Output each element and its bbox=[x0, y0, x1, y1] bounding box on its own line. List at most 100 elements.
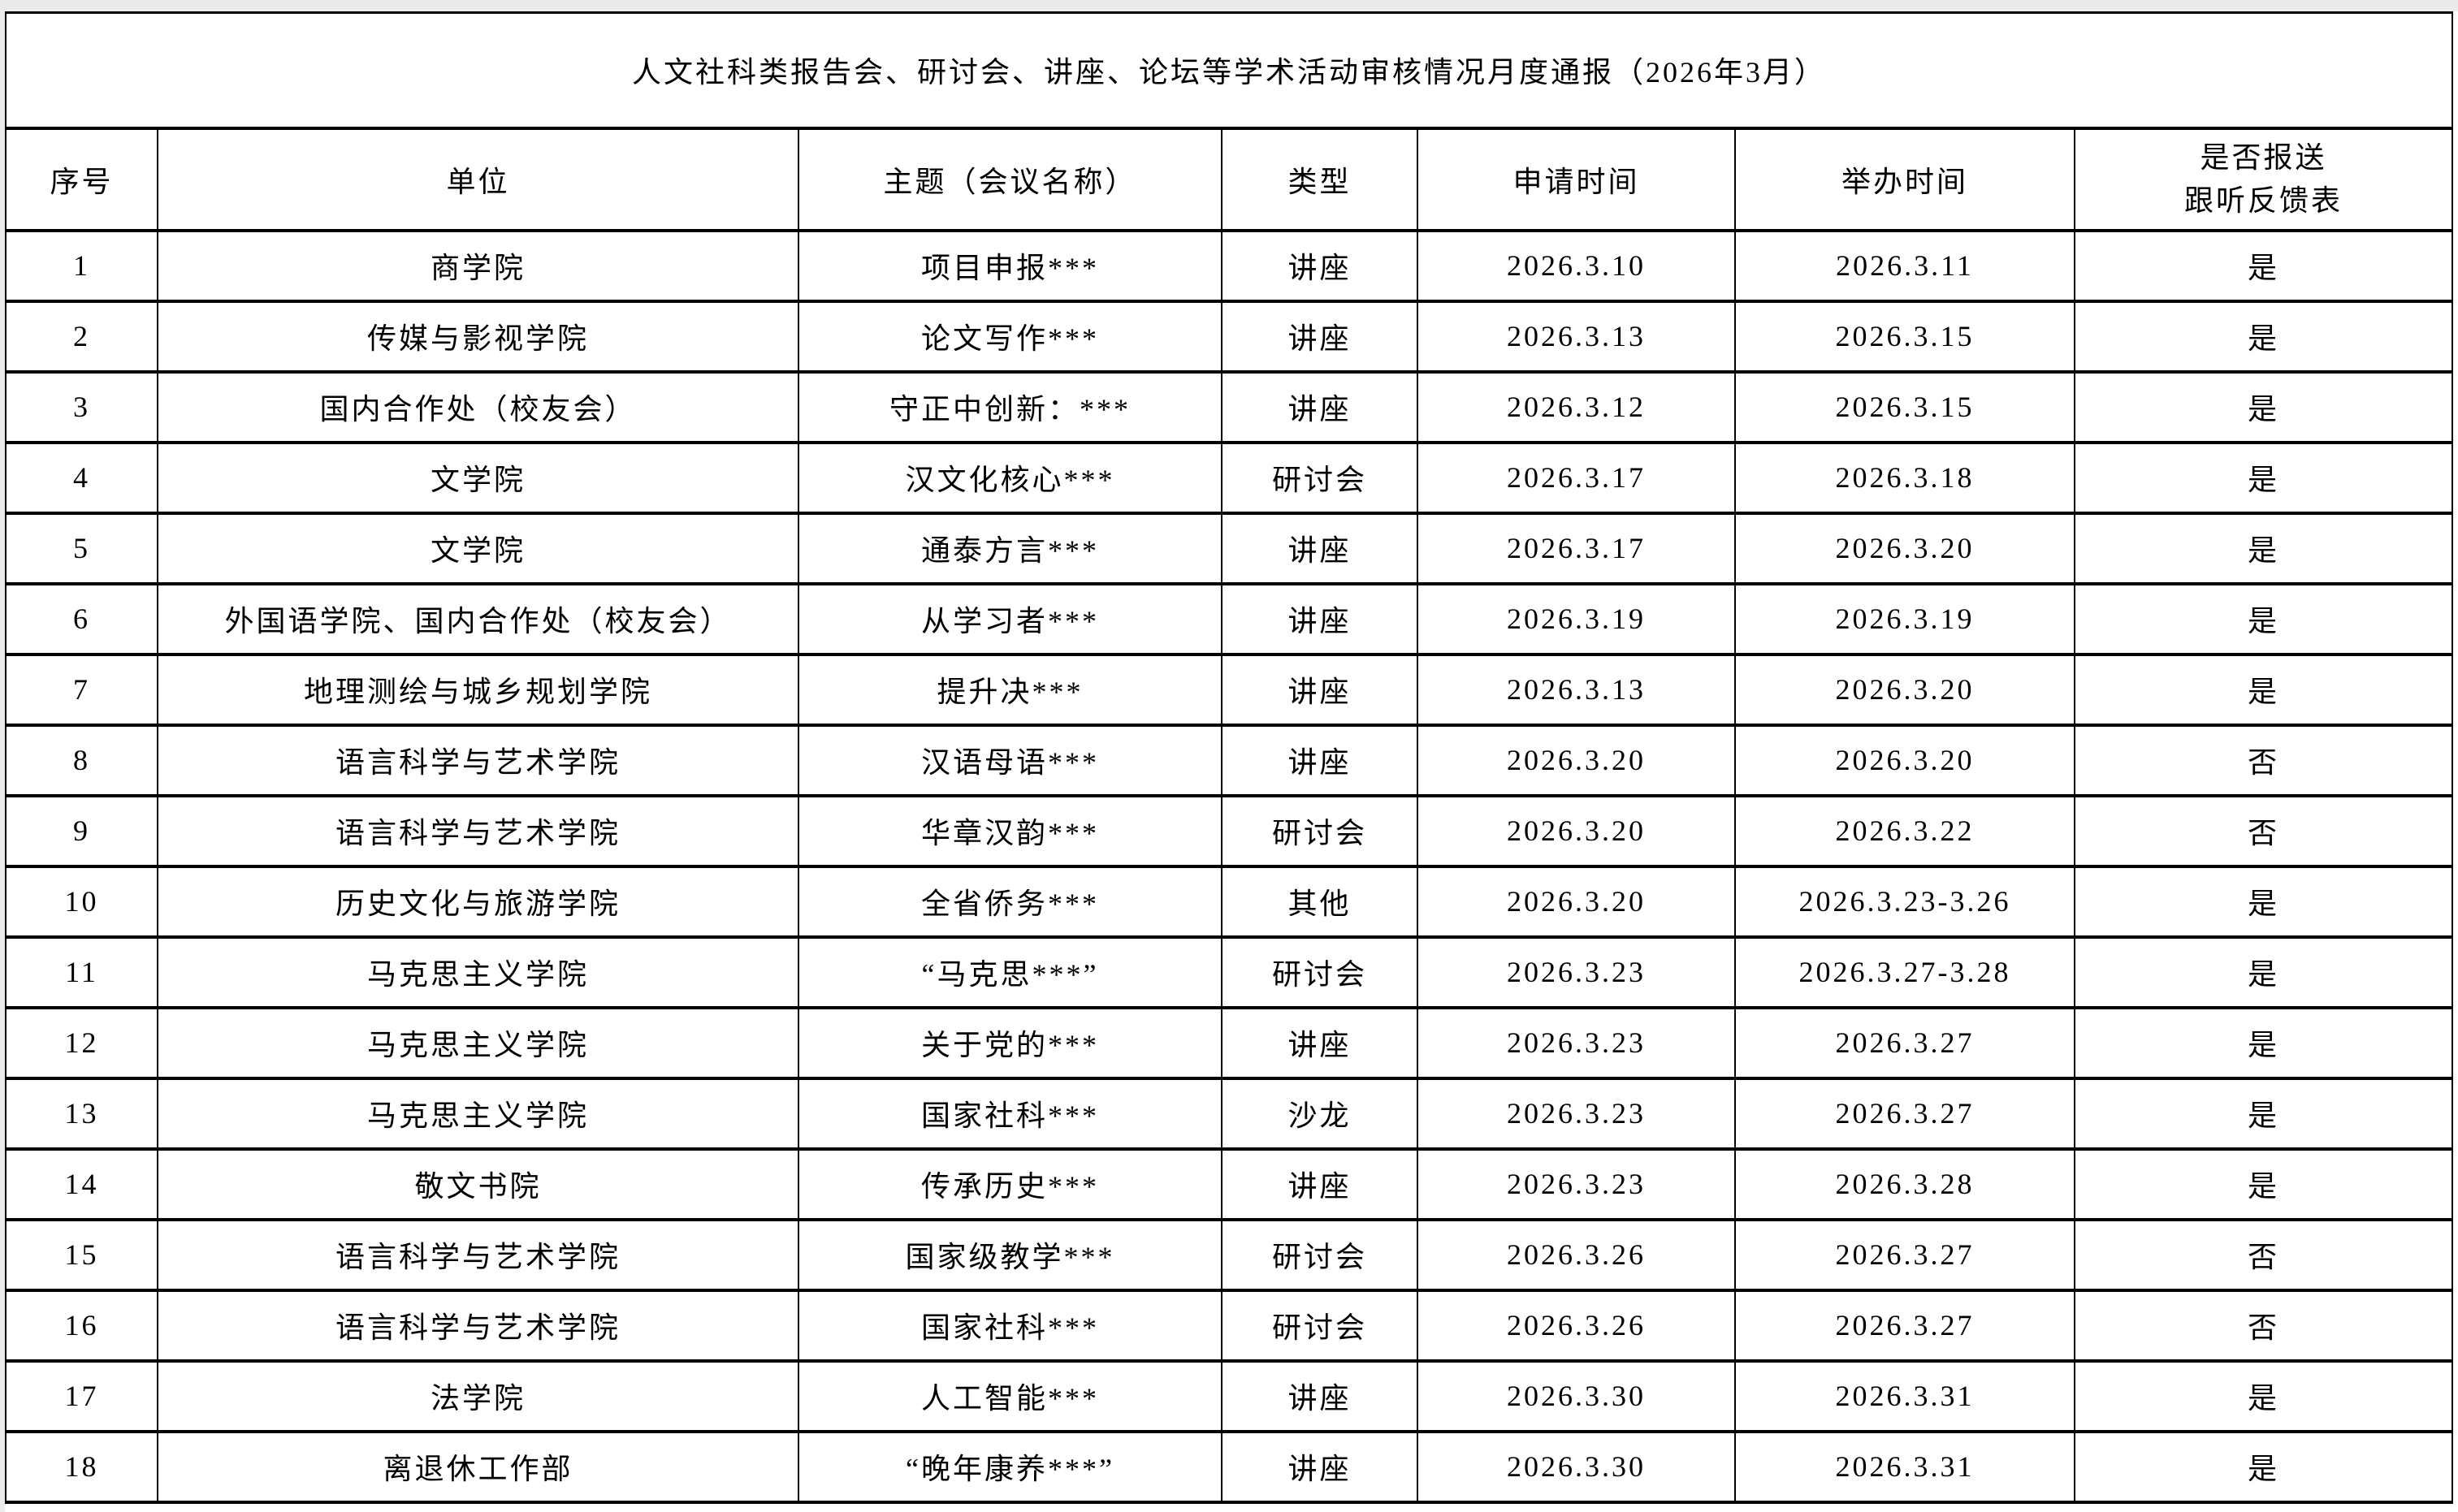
cell-index: 9 bbox=[5, 793, 158, 868]
table-row: 16 语言科学与艺术学院 国家社科*** 研讨会 2026.3.26 2026.3.27 否 bbox=[5, 1288, 2454, 1363]
cell-topic: 华章汉韵*** bbox=[798, 793, 1223, 868]
cell-apply-date: 2026.3.30 bbox=[1417, 1429, 1736, 1504]
cell-type: 讲座 bbox=[1221, 1429, 1418, 1504]
column-header-topic: 主题（会议名称） bbox=[798, 126, 1223, 232]
cell-index: 4 bbox=[5, 440, 158, 515]
table-row: 15 语言科学与艺术学院 国家级教学*** 研讨会 2026.3.26 2026.3.27… bbox=[5, 1217, 2454, 1292]
table-row: 9 语言科学与艺术学院 华章汉韵*** 研讨会 2026.3.20 2026.3.22 否 bbox=[5, 793, 2454, 868]
cell-hold-date: 2026.3.31 bbox=[1734, 1429, 2075, 1504]
table-row: 14 敬文书院 传承历史*** 讲座 2026.3.23 2026.3.28 是 bbox=[5, 1147, 2454, 1221]
cell-index: 8 bbox=[5, 723, 158, 797]
cell-unit: 文学院 bbox=[157, 511, 799, 585]
cell-hold-date: 2026.3.18 bbox=[1734, 440, 2075, 515]
cell-apply-date: 2026.3.19 bbox=[1417, 581, 1736, 656]
cell-apply-date: 2026.3.23 bbox=[1417, 935, 1736, 1009]
table-body: 1 商学院 项目申报*** 讲座 2026.3.10 2026.3.11 是 2 传媒与影视学院… bbox=[5, 228, 2454, 1504]
cell-index: 7 bbox=[5, 652, 158, 727]
cell-unit: 语言科学与艺术学院 bbox=[157, 1217, 799, 1292]
cell-type: 讲座 bbox=[1221, 299, 1418, 374]
title-row: 人文社科类报告会、研讨会、讲座、论坛等学术活动审核情况月度通报（2026年3月） bbox=[4, 11, 2454, 130]
table-row: 3 国内合作处（校友会） 守正中创新：*** 讲座 2026.3.12 2026.3.15… bbox=[5, 369, 2454, 444]
cell-hold-date: 2026.3.27 bbox=[1734, 1076, 2075, 1151]
cell-apply-date: 2026.3.13 bbox=[1417, 652, 1736, 727]
cell-index: 16 bbox=[5, 1288, 158, 1363]
cell-feedback: 否 bbox=[2073, 1288, 2454, 1363]
cell-apply-date: 2026.3.23 bbox=[1417, 1005, 1736, 1080]
cell-feedback: 是 bbox=[2073, 581, 2454, 656]
cell-apply-date: 2026.3.30 bbox=[1417, 1359, 1736, 1433]
cell-apply-date: 2026.3.26 bbox=[1417, 1288, 1736, 1363]
table-row: 11 马克思主义学院 “马克思***” 研讨会 2026.3.23 2026.3.27-3… bbox=[5, 935, 2454, 1009]
cell-hold-date: 2026.3.23-3.26 bbox=[1734, 864, 2075, 939]
cell-index: 6 bbox=[5, 581, 158, 656]
cell-unit: 马克思主义学院 bbox=[157, 935, 799, 1009]
cell-unit: 传媒与影视学院 bbox=[157, 299, 799, 374]
cell-apply-date: 2026.3.20 bbox=[1417, 793, 1736, 868]
cell-topic: 国家级教学*** bbox=[798, 1217, 1223, 1292]
table-row: 2 传媒与影视学院 论文写作*** 讲座 2026.3.13 2026.3.15 是 bbox=[5, 299, 2454, 374]
cell-hold-date: 2026.3.27 bbox=[1734, 1288, 2075, 1363]
cell-topic: 提升决*** bbox=[798, 652, 1223, 727]
cell-topic: 汉文化核心*** bbox=[798, 440, 1223, 515]
cell-apply-date: 2026.3.20 bbox=[1417, 723, 1736, 797]
column-header-unit: 单位 bbox=[157, 126, 799, 232]
cell-type: 研讨会 bbox=[1221, 440, 1418, 515]
cell-feedback: 否 bbox=[2073, 1217, 2454, 1292]
cell-feedback: 是 bbox=[2073, 1359, 2454, 1433]
cell-type: 沙龙 bbox=[1221, 1076, 1418, 1151]
cell-type: 讲座 bbox=[1221, 228, 1418, 303]
cell-hold-date: 2026.3.27 bbox=[1734, 1005, 2075, 1080]
cell-type: 讲座 bbox=[1221, 1359, 1418, 1433]
cell-feedback: 是 bbox=[2073, 1147, 2454, 1221]
cell-apply-date: 2026.3.20 bbox=[1417, 864, 1736, 939]
cell-index: 2 bbox=[5, 299, 158, 374]
cell-hold-date: 2026.3.20 bbox=[1734, 652, 2075, 727]
cell-unit: 马克思主义学院 bbox=[157, 1005, 799, 1080]
cell-topic: 关于党的*** bbox=[798, 1005, 1223, 1080]
table-row: 8 语言科学与艺术学院 汉语母语*** 讲座 2026.3.20 2026.3.20 否 bbox=[5, 723, 2454, 797]
cell-apply-date: 2026.3.23 bbox=[1417, 1147, 1736, 1221]
cell-type: 讲座 bbox=[1221, 511, 1418, 585]
cell-topic: “马克思***” bbox=[798, 935, 1223, 1009]
cell-feedback: 是 bbox=[2073, 228, 2454, 303]
cell-feedback: 是 bbox=[2073, 1005, 2454, 1080]
column-header-type: 类型 bbox=[1221, 126, 1418, 232]
column-header-index: 序号 bbox=[5, 126, 158, 232]
cell-index: 1 bbox=[5, 228, 158, 303]
cell-topic: 守正中创新：*** bbox=[798, 369, 1223, 444]
cell-unit: 地理测绘与城乡规划学院 bbox=[157, 652, 799, 727]
cell-hold-date: 2026.3.27-3.28 bbox=[1734, 935, 2075, 1009]
document-sheet: 人文社科类报告会、研讨会、讲座、论坛等学术活动审核情况月度通报（2026年3月）… bbox=[4, 11, 2458, 1512]
cell-topic: 国家社科*** bbox=[798, 1076, 1223, 1151]
cell-feedback: 是 bbox=[2073, 652, 2454, 727]
cell-type: 讲座 bbox=[1221, 652, 1418, 727]
cell-index: 3 bbox=[5, 369, 158, 444]
cell-type: 讲座 bbox=[1221, 1147, 1418, 1221]
cell-index: 18 bbox=[5, 1429, 158, 1504]
cell-topic: 国家社科*** bbox=[798, 1288, 1223, 1363]
cell-hold-date: 2026.3.31 bbox=[1734, 1359, 2075, 1433]
cell-hold-date: 2026.3.19 bbox=[1734, 581, 2075, 656]
cell-feedback: 否 bbox=[2073, 723, 2454, 797]
table-row: 5 文学院 通泰方言*** 讲座 2026.3.17 2026.3.20 是 bbox=[5, 511, 2454, 585]
cell-hold-date: 2026.3.27 bbox=[1734, 1217, 2075, 1292]
cell-type: 讲座 bbox=[1221, 723, 1418, 797]
column-header-hold-date: 举办时间 bbox=[1734, 126, 2075, 232]
cell-unit: 语言科学与艺术学院 bbox=[157, 723, 799, 797]
cell-unit: 历史文化与旅游学院 bbox=[157, 864, 799, 939]
cell-type: 研讨会 bbox=[1221, 1288, 1418, 1363]
cell-unit: 外国语学院、国内合作处（校友会） bbox=[157, 581, 799, 656]
cell-unit: 文学院 bbox=[157, 440, 799, 515]
cell-index: 5 bbox=[5, 511, 158, 585]
cell-unit: 敬文书院 bbox=[157, 1147, 799, 1221]
cell-hold-date: 2026.3.28 bbox=[1734, 1147, 2075, 1221]
cell-hold-date: 2026.3.20 bbox=[1734, 511, 2075, 585]
cell-feedback: 是 bbox=[2073, 1076, 2454, 1151]
cell-apply-date: 2026.3.26 bbox=[1417, 1217, 1736, 1292]
cell-apply-date: 2026.3.12 bbox=[1417, 369, 1736, 444]
table-row: 4 文学院 汉文化核心*** 研讨会 2026.3.17 2026.3.18 是 bbox=[5, 440, 2454, 515]
cell-topic: 传承历史*** bbox=[798, 1147, 1223, 1221]
cell-unit: 商学院 bbox=[157, 228, 799, 303]
cell-hold-date: 2026.3.15 bbox=[1734, 299, 2075, 374]
cell-hold-date: 2026.3.22 bbox=[1734, 793, 2075, 868]
